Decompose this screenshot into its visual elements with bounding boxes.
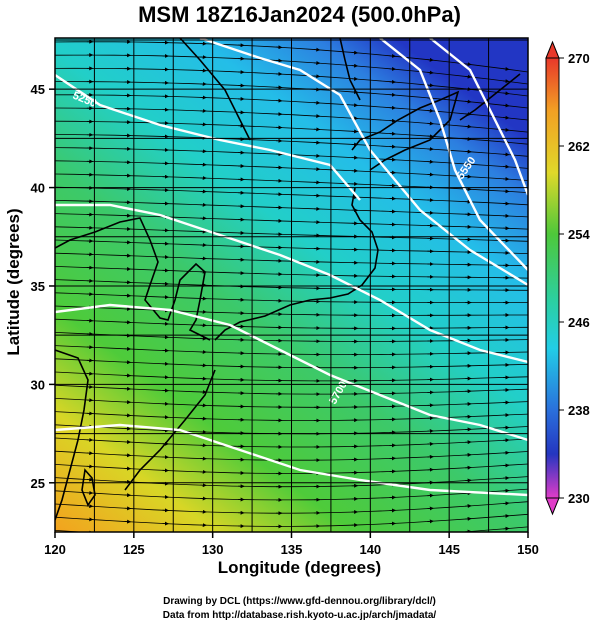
colorbar-fill bbox=[545, 57, 560, 499]
x-tick-label: 150 bbox=[517, 542, 539, 557]
streamline-arrow bbox=[503, 115, 510, 120]
colorbar-tick-label: 254 bbox=[568, 227, 590, 242]
streamline-arrow bbox=[465, 99, 472, 104]
streamline-arrow bbox=[503, 91, 510, 96]
coastline-korea-china bbox=[55, 217, 211, 341]
contour-line bbox=[379, 38, 528, 271]
y-tick-label: 30 bbox=[31, 377, 45, 392]
streamline-arrow bbox=[427, 70, 434, 75]
colorbar-tick-label: 246 bbox=[568, 315, 590, 330]
x-tick-label: 140 bbox=[359, 542, 381, 557]
coastline-china-south bbox=[55, 349, 89, 521]
colorbar-tick-label: 262 bbox=[568, 139, 590, 154]
colorbar-ticks: 270 262 254 246 238 230 bbox=[559, 51, 590, 506]
coastline-ryukyu bbox=[124, 369, 216, 491]
streamline-arrow bbox=[351, 50, 359, 55]
y-tick-label: 35 bbox=[31, 279, 45, 294]
streamline-arrow bbox=[503, 103, 510, 108]
y-tick-label: 25 bbox=[31, 476, 45, 491]
streamline-arrow bbox=[503, 79, 510, 84]
streamline-arrow bbox=[465, 62, 472, 67]
streamline-arrow bbox=[389, 79, 396, 84]
streamline-arrow bbox=[427, 57, 434, 62]
colorbar-tick-label: 270 bbox=[568, 51, 590, 66]
lat-lon-grid bbox=[55, 38, 528, 532]
x-axis-ticks: 120 125 130 135 140 145 150 bbox=[44, 532, 539, 557]
streamline-arrow bbox=[427, 83, 434, 88]
x-tick-label: 130 bbox=[202, 542, 224, 557]
x-tick-label: 145 bbox=[438, 542, 460, 557]
colorbar: 270 262 254 246 238 230 bbox=[545, 40, 590, 516]
streamline-arrow bbox=[503, 66, 510, 71]
contour-line bbox=[55, 303, 528, 442]
height-contours bbox=[55, 38, 528, 497]
credit-data: Data from http://database.rish.kyoto-u.a… bbox=[162, 610, 437, 621]
credit-drawing: Drawing by DCL (https://www.gfd-dennou.o… bbox=[163, 596, 436, 607]
plot-area: 5250 5550 5700 bbox=[54, 37, 529, 533]
streamline-arrow bbox=[389, 66, 396, 71]
x-tick-label: 135 bbox=[281, 542, 303, 557]
x-axis-label: Longitude (degrees) bbox=[217, 558, 382, 577]
streamline-arrow bbox=[503, 127, 510, 132]
y-axis-ticks: 25 30 35 40 45 bbox=[31, 82, 55, 491]
streamline-arrow bbox=[389, 54, 396, 58]
coastline-kyushu-honshu bbox=[214, 187, 379, 341]
y-tick-label: 45 bbox=[31, 82, 45, 97]
contour-line bbox=[429, 38, 528, 196]
x-tick-label: 125 bbox=[123, 542, 145, 557]
chart-title: MSM 18Z16Jan2024 (500.0hPa) bbox=[138, 2, 461, 27]
coastline-taiwan bbox=[81, 468, 96, 507]
coastline-russia bbox=[179, 38, 251, 141]
colorbar-tick-label: 238 bbox=[568, 403, 590, 418]
colorbar-tick-label: 230 bbox=[568, 491, 590, 506]
contour-line bbox=[199, 38, 528, 287]
colorbar-max-arrow bbox=[545, 40, 560, 59]
x-tick-label: 120 bbox=[44, 542, 66, 557]
streamline-arrow bbox=[465, 124, 472, 129]
contour-line bbox=[55, 423, 528, 497]
contour-line bbox=[55, 74, 361, 201]
contour-line bbox=[55, 203, 528, 364]
coastline-kurils bbox=[459, 73, 521, 121]
colorbar-min-arrow bbox=[545, 497, 560, 516]
y-tick-label: 40 bbox=[31, 181, 45, 196]
coastline-sakhalin bbox=[339, 38, 361, 101]
streamline-arrow bbox=[465, 74, 472, 79]
